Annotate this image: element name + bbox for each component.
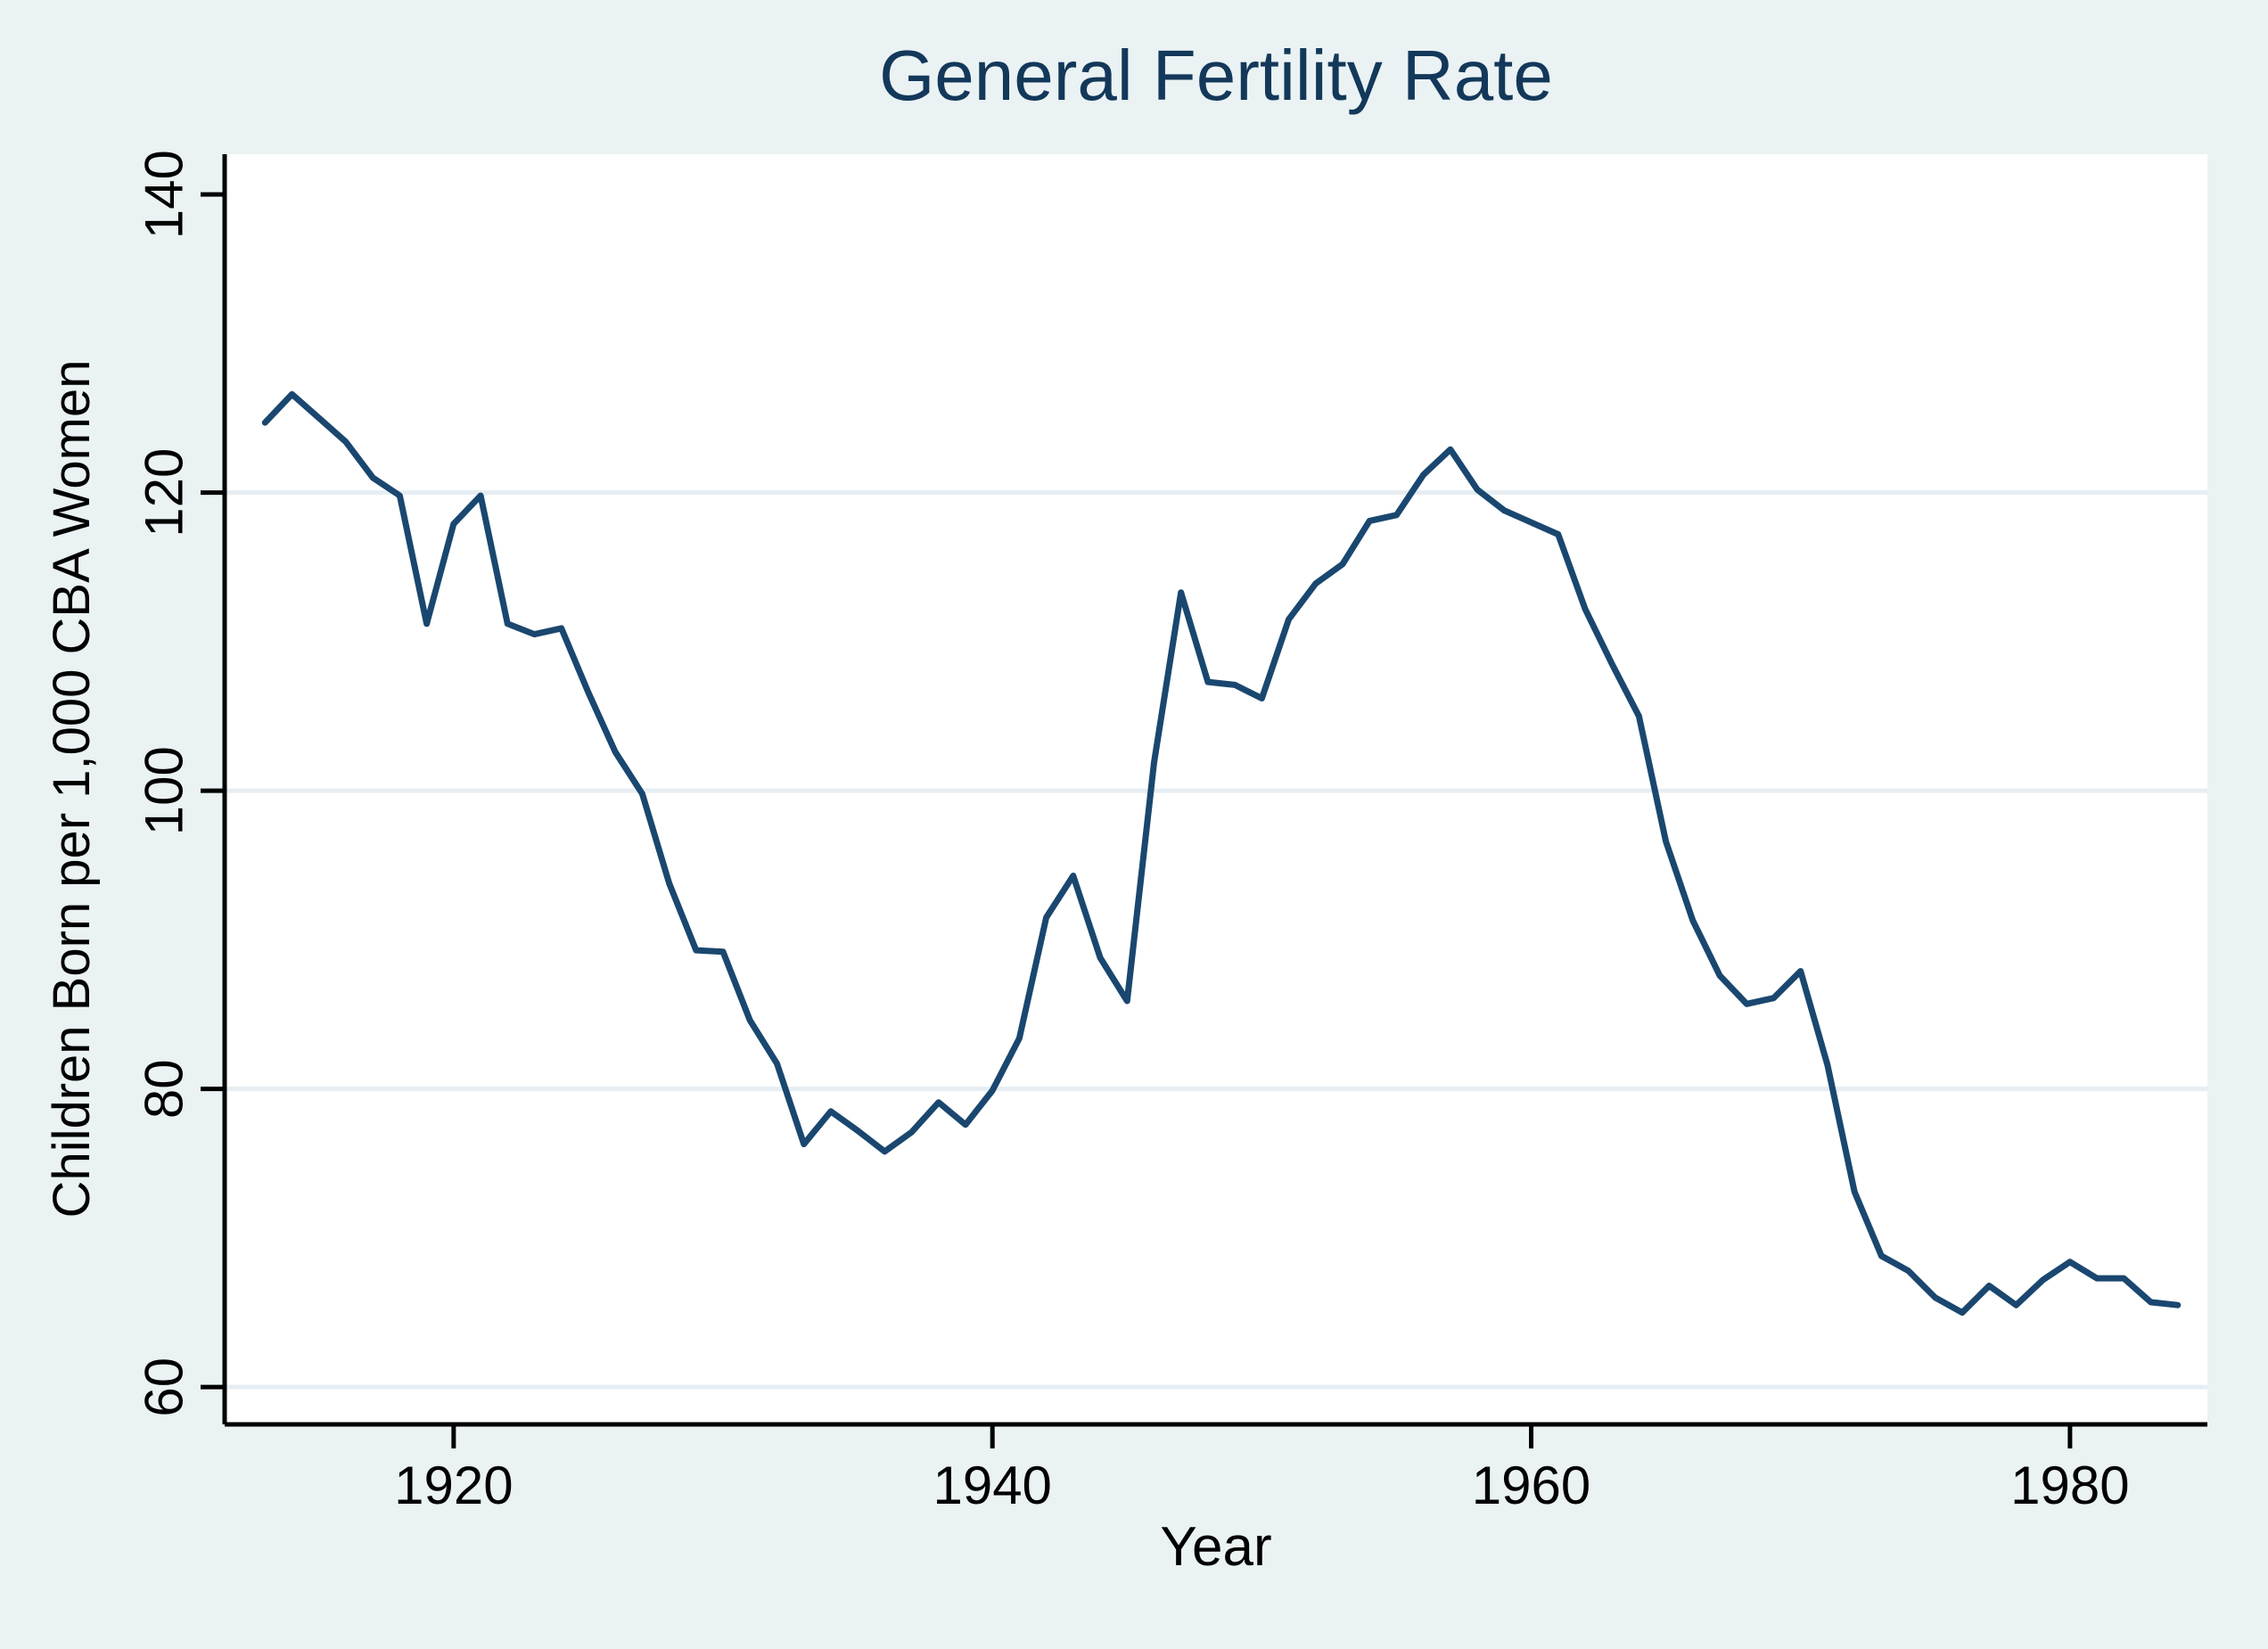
y-tick-label-80: 80	[135, 1059, 194, 1119]
x-axis-ticks: 1920 1940 1960 1980	[394, 1424, 2130, 1515]
x-tick-label-1960: 1960	[1472, 1456, 1590, 1515]
y-tick-label-140: 140	[135, 150, 194, 239]
x-tick-label-1940: 1940	[933, 1456, 1051, 1515]
y-axis-ticks: 60 80 100 120 140	[135, 150, 225, 1417]
x-axis-title: Year	[1160, 1516, 1271, 1578]
y-tick-label-120: 120	[135, 448, 194, 537]
gridlines	[225, 490, 2207, 1390]
x-tick-label-1980: 1980	[2010, 1456, 2129, 1515]
x-tick-label-1920: 1920	[394, 1456, 513, 1515]
y-axis-title: Children Born per 1,000 CBA Women	[43, 360, 101, 1218]
chart-title: General Fertility Rate	[879, 36, 1553, 115]
y-tick-label-100: 100	[135, 746, 194, 835]
fertility-rate-line	[261, 390, 2182, 1317]
y-tick-label-60: 60	[135, 1358, 194, 1417]
